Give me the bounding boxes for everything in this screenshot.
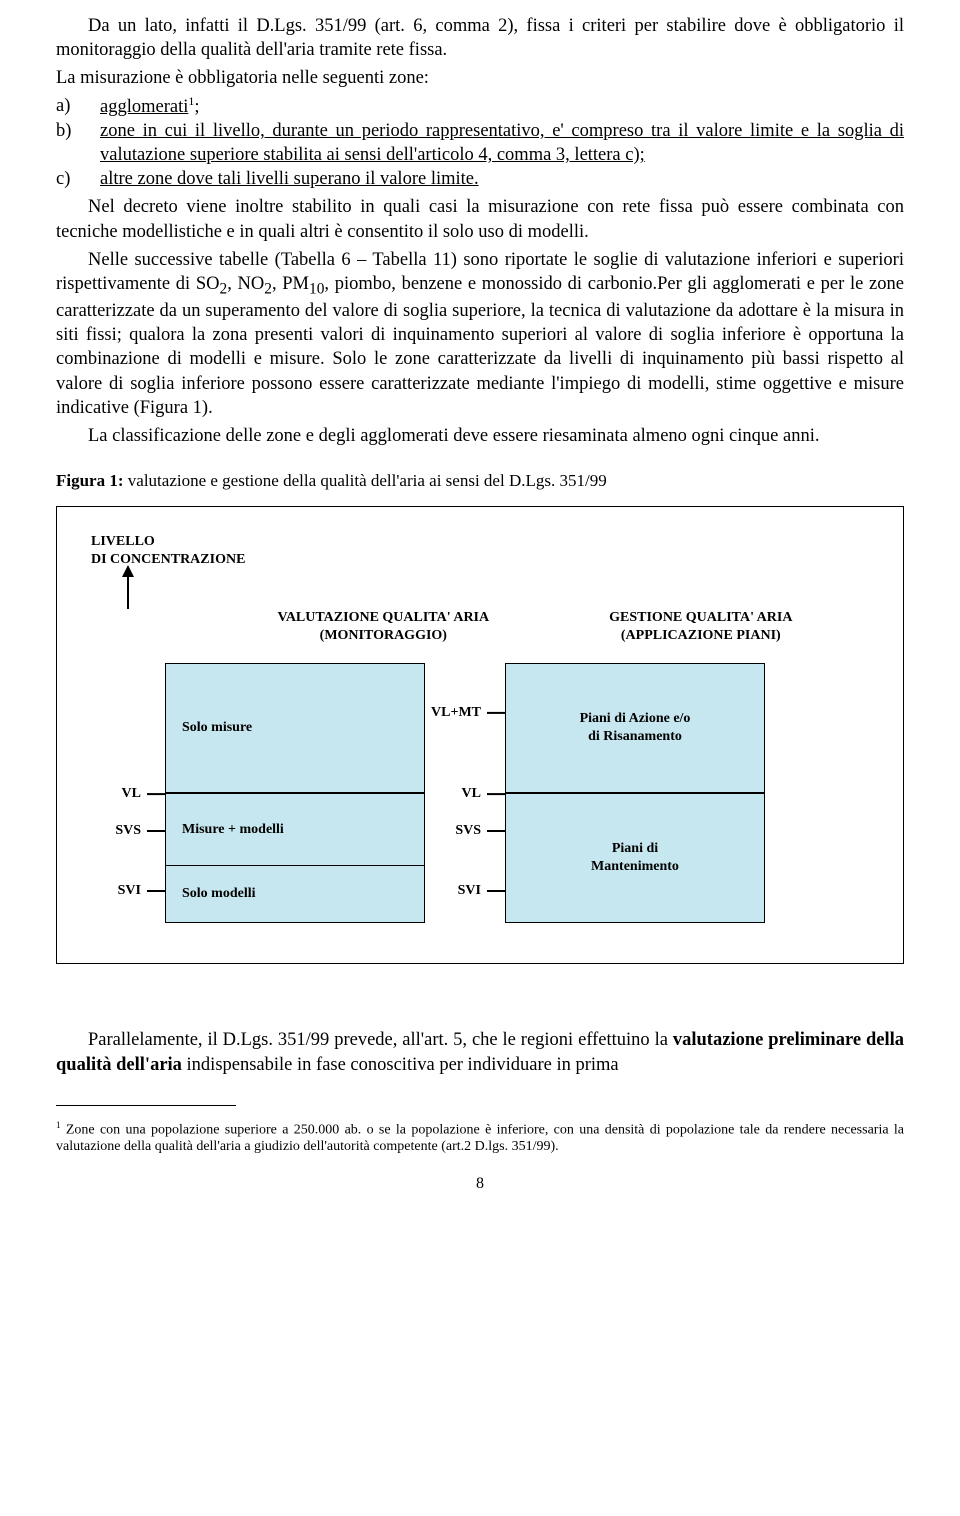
box-r1c2-l1: Piani di Azione e/o: [506, 710, 764, 728]
box-r1c2: Piani di Azione e/o di Risanamento: [505, 663, 765, 793]
axis-title-l1: LIVELLO: [91, 533, 869, 551]
box-r2c2-l1: Piani di: [506, 840, 764, 858]
tick-label: SVI: [118, 882, 141, 900]
paragraph-lead: La misurazione è obbligatoria nelle segu…: [56, 66, 904, 90]
tick-label: SVS: [115, 822, 141, 840]
p6-a: Parallelamente, il D.Lgs. 351/99 prevede…: [88, 1030, 673, 1050]
box-r2c1: Misure + modelli Solo modelli: [165, 793, 425, 923]
tick-label: SVI: [458, 882, 481, 900]
tick-vlmt: VL+MT: [431, 704, 505, 722]
list-marker: b): [56, 119, 100, 167]
box-r2c1-bot: Solo modelli: [182, 885, 256, 903]
list-body: zone in cui il livello, durante un perio…: [100, 119, 904, 167]
list-body: agglomerati1;: [100, 94, 904, 119]
ordered-list: a) agglomerati1; b) zone in cui il livel…: [56, 94, 904, 191]
tick-svi: SVI: [118, 882, 165, 900]
box-r1c1-text: Solo misure: [182, 719, 252, 737]
p6-b: indispensabile in fase conoscitiva per i…: [182, 1055, 619, 1075]
list-item-c: c) altre zone dove tali livelli superano…: [56, 167, 904, 191]
paragraph-p5: La classificazione delle zone e degli ag…: [56, 424, 904, 448]
paragraph-p4: Nelle successive tabelle (Tabella 6 – Ta…: [56, 248, 904, 420]
ticks-col2-row2: SVS SVI: [425, 793, 505, 923]
p4-sub3: 10: [309, 280, 324, 297]
tick-svs2: SVS: [455, 822, 505, 840]
box-r1c2-l2: di Risanamento: [506, 728, 764, 746]
list-c-text: altre zone dove tali livelli superano il…: [100, 169, 479, 189]
list-item-a: a) agglomerati1;: [56, 94, 904, 119]
box-r2c2: Piani di Mantenimento: [505, 793, 765, 923]
figure-grid: VL Solo misure VL+MT VL: [101, 663, 869, 923]
list-body: altre zone dove tali livelli superano il…: [100, 167, 904, 191]
ticks-col1-row1: VL: [101, 663, 165, 793]
list-b-text: zone in cui il livello, durante un perio…: [100, 121, 904, 165]
p4-sub2: 2: [264, 280, 272, 297]
col1-title: VALUTAZIONE QUALITA' ARIA (MONITORAGGIO): [278, 609, 490, 645]
paragraph-p3: Nel decreto viene inoltre stabilito in q…: [56, 195, 904, 243]
col2-title: GESTIONE QUALITA' ARIA (APPLICAZIONE PIA…: [609, 609, 792, 645]
footnote-text: Zone con una popolazione superiore a 250…: [56, 1122, 904, 1154]
list-marker: a): [56, 94, 100, 119]
col2-title-l2: (APPLICAZIONE PIANI): [609, 627, 792, 645]
list-a-text: agglomerati: [100, 97, 188, 117]
ticks-col1-row2: SVS SVI: [101, 793, 165, 923]
tick-label: SVS: [455, 822, 481, 840]
p4-c: , PM: [272, 274, 309, 294]
box-r2c2-l2: Mantenimento: [506, 858, 764, 876]
col1-title-l1: VALUTAZIONE QUALITA' ARIA: [278, 609, 490, 627]
paragraph-intro: Da un lato, infatti il D.Lgs. 351/99 (ar…: [56, 14, 904, 62]
axis-title-l2: DI CONCENTRAZIONE: [91, 551, 869, 569]
list-marker: c): [56, 167, 100, 191]
ticks-col2-row1: VL+MT VL: [425, 663, 505, 793]
figure-frame: LIVELLO DI CONCENTRAZIONE VALUTAZIONE QU…: [56, 506, 904, 965]
col2-title-l1: GESTIONE QUALITA' ARIA: [609, 609, 792, 627]
footnote: 1 Zone con una popolazione superiore a 2…: [56, 1120, 904, 1156]
tick-svs: SVS: [115, 822, 165, 840]
list-item-b: b) zone in cui il livello, durante un pe…: [56, 119, 904, 167]
footnote-rule: [56, 1105, 236, 1106]
paragraph-p6: Parallelamente, il D.Lgs. 351/99 prevede…: [56, 1028, 904, 1076]
figure-caption-rest: valutazione e gestione della qualità del…: [124, 471, 607, 490]
figure-caption: Figura 1: valutazione e gestione della q…: [56, 470, 904, 492]
tick-svi2: SVI: [458, 882, 505, 900]
figure-caption-bold: Figura 1:: [56, 471, 124, 490]
p4-b: , NO: [227, 274, 264, 294]
arrow-up-icon: [127, 575, 129, 609]
box-r2c1-top: Misure + modelli: [182, 821, 284, 839]
column-titles: VALUTAZIONE QUALITA' ARIA (MONITORAGGIO)…: [201, 609, 869, 645]
axis-title: LIVELLO DI CONCENTRAZIONE: [91, 533, 869, 569]
box-r1c1: Solo misure: [165, 663, 425, 793]
page-number: 8: [56, 1174, 904, 1195]
tick-label: VL+MT: [431, 704, 481, 722]
col1-title-l2: (MONITORAGGIO): [278, 627, 490, 645]
list-a-tail: ;: [194, 97, 199, 117]
page: Da un lato, infatti il D.Lgs. 351/99 (ar…: [0, 0, 960, 1225]
p4-d: , piombo, benzene e monossido di carboni…: [56, 274, 904, 418]
